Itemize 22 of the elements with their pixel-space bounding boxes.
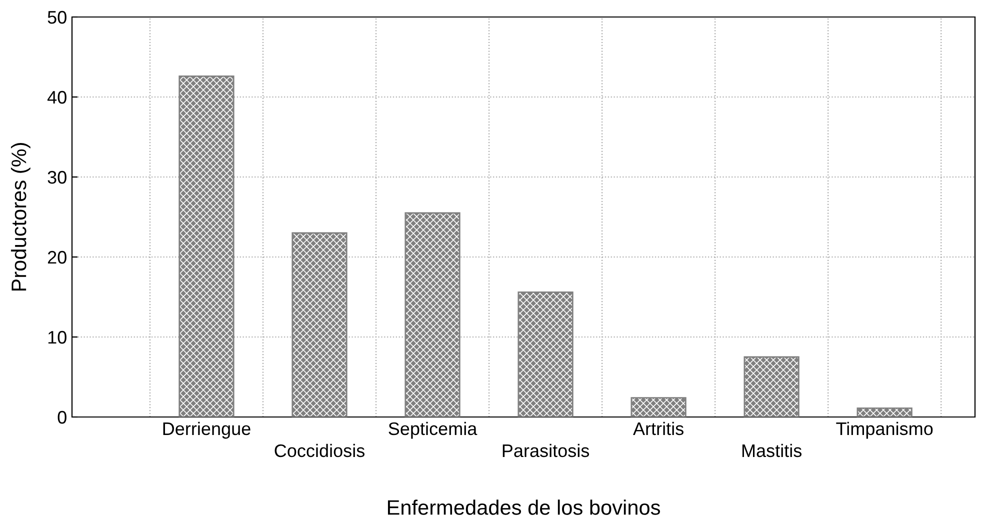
x-tick-label: Derriengue (163, 422, 250, 439)
bar (404, 212, 460, 417)
y-tick-label: 30 (48, 170, 66, 184)
y-tick-label: 40 (47, 90, 66, 104)
bar (630, 397, 686, 417)
y-tick-label: 50 (48, 10, 66, 24)
x-tick-label: Coccidiosis (274, 444, 365, 458)
x-tick-label: Timpanismo (836, 422, 933, 439)
x-tick-label: Artritis (633, 422, 684, 436)
bar (856, 408, 912, 417)
y-tick-label: 20 (48, 250, 66, 264)
x-axis-title: Enfermedades de los bovinos (388, 500, 660, 515)
y-axis-title: Productores (%) (10, 143, 30, 291)
x-tick-label: Parasitosis (502, 444, 590, 458)
y-tick-label: 10 (48, 330, 66, 344)
x-tick-label: Septicemia (388, 422, 478, 439)
y-tick-label: 0 (58, 410, 66, 424)
x-tick-label: Mastitis (742, 444, 802, 458)
bar (292, 232, 348, 417)
bar (178, 76, 234, 417)
bar (518, 292, 574, 417)
bar (744, 356, 800, 417)
